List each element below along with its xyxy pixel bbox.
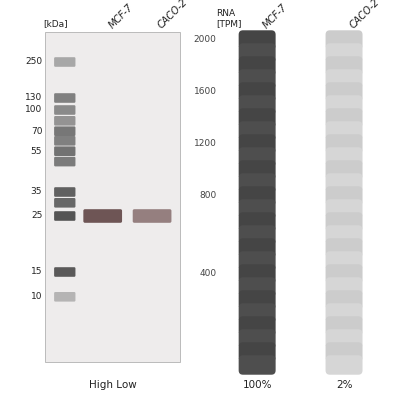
- FancyBboxPatch shape: [325, 186, 363, 206]
- Text: 130: 130: [25, 94, 42, 102]
- FancyBboxPatch shape: [325, 329, 363, 349]
- FancyBboxPatch shape: [239, 251, 276, 271]
- FancyBboxPatch shape: [54, 126, 75, 136]
- FancyBboxPatch shape: [83, 209, 122, 223]
- Text: 70: 70: [31, 127, 42, 136]
- FancyBboxPatch shape: [239, 238, 276, 258]
- Text: 100: 100: [25, 106, 42, 114]
- FancyBboxPatch shape: [325, 303, 363, 323]
- FancyBboxPatch shape: [325, 264, 363, 284]
- FancyBboxPatch shape: [239, 121, 276, 141]
- Text: 1200: 1200: [194, 140, 216, 148]
- FancyBboxPatch shape: [325, 108, 363, 128]
- FancyBboxPatch shape: [54, 211, 75, 221]
- FancyBboxPatch shape: [54, 146, 75, 156]
- FancyBboxPatch shape: [325, 238, 363, 258]
- FancyBboxPatch shape: [45, 32, 180, 362]
- FancyBboxPatch shape: [325, 225, 363, 245]
- FancyBboxPatch shape: [325, 316, 363, 336]
- Text: 2%: 2%: [336, 380, 352, 390]
- FancyBboxPatch shape: [239, 82, 276, 102]
- Text: 55: 55: [31, 147, 42, 156]
- Text: 10: 10: [31, 292, 42, 301]
- FancyBboxPatch shape: [239, 277, 276, 297]
- FancyBboxPatch shape: [239, 355, 276, 375]
- FancyBboxPatch shape: [325, 160, 363, 180]
- FancyBboxPatch shape: [239, 225, 276, 245]
- FancyBboxPatch shape: [325, 212, 363, 232]
- FancyBboxPatch shape: [54, 136, 75, 146]
- FancyBboxPatch shape: [325, 290, 363, 310]
- FancyBboxPatch shape: [325, 342, 363, 362]
- FancyBboxPatch shape: [325, 69, 363, 89]
- FancyBboxPatch shape: [239, 186, 276, 206]
- Text: 1600: 1600: [194, 88, 216, 96]
- FancyBboxPatch shape: [239, 264, 276, 284]
- Text: MCF-7: MCF-7: [107, 2, 135, 30]
- Text: CACO-2: CACO-2: [156, 0, 190, 30]
- Text: MCF-7: MCF-7: [261, 2, 290, 30]
- Text: RNA
[TPM]: RNA [TPM]: [216, 9, 242, 28]
- FancyBboxPatch shape: [325, 82, 363, 102]
- FancyBboxPatch shape: [325, 147, 363, 167]
- Text: 100%: 100%: [243, 380, 272, 390]
- FancyBboxPatch shape: [239, 95, 276, 115]
- FancyBboxPatch shape: [239, 69, 276, 89]
- FancyBboxPatch shape: [54, 105, 75, 115]
- FancyBboxPatch shape: [325, 121, 363, 141]
- FancyBboxPatch shape: [54, 198, 75, 208]
- FancyBboxPatch shape: [54, 93, 75, 103]
- FancyBboxPatch shape: [325, 43, 363, 63]
- FancyBboxPatch shape: [239, 303, 276, 323]
- FancyBboxPatch shape: [325, 30, 363, 50]
- Text: 400: 400: [199, 270, 216, 278]
- FancyBboxPatch shape: [239, 199, 276, 219]
- FancyBboxPatch shape: [325, 56, 363, 76]
- FancyBboxPatch shape: [239, 147, 276, 167]
- FancyBboxPatch shape: [325, 251, 363, 271]
- Text: 15: 15: [31, 268, 42, 276]
- Text: 2000: 2000: [194, 36, 216, 44]
- FancyBboxPatch shape: [239, 342, 276, 362]
- FancyBboxPatch shape: [239, 108, 276, 128]
- FancyBboxPatch shape: [325, 277, 363, 297]
- FancyBboxPatch shape: [239, 30, 276, 50]
- Text: 250: 250: [25, 58, 42, 66]
- FancyBboxPatch shape: [239, 290, 276, 310]
- FancyBboxPatch shape: [133, 209, 171, 223]
- FancyBboxPatch shape: [54, 187, 75, 197]
- FancyBboxPatch shape: [239, 173, 276, 193]
- Text: High Low: High Low: [89, 380, 136, 390]
- Text: 800: 800: [199, 192, 216, 200]
- FancyBboxPatch shape: [325, 134, 363, 154]
- FancyBboxPatch shape: [239, 134, 276, 154]
- FancyBboxPatch shape: [54, 157, 75, 166]
- FancyBboxPatch shape: [239, 56, 276, 76]
- FancyBboxPatch shape: [239, 316, 276, 336]
- FancyBboxPatch shape: [325, 199, 363, 219]
- Text: [kDa]: [kDa]: [43, 19, 68, 28]
- FancyBboxPatch shape: [54, 57, 75, 67]
- FancyBboxPatch shape: [239, 329, 276, 349]
- Text: 25: 25: [31, 212, 42, 220]
- FancyBboxPatch shape: [239, 160, 276, 180]
- FancyBboxPatch shape: [325, 95, 363, 115]
- FancyBboxPatch shape: [239, 212, 276, 232]
- Text: CACO-2: CACO-2: [348, 0, 382, 30]
- FancyBboxPatch shape: [239, 43, 276, 63]
- FancyBboxPatch shape: [325, 355, 363, 375]
- Text: 35: 35: [31, 188, 42, 196]
- FancyBboxPatch shape: [325, 173, 363, 193]
- FancyBboxPatch shape: [54, 267, 75, 277]
- FancyBboxPatch shape: [54, 292, 75, 302]
- FancyBboxPatch shape: [54, 116, 75, 126]
